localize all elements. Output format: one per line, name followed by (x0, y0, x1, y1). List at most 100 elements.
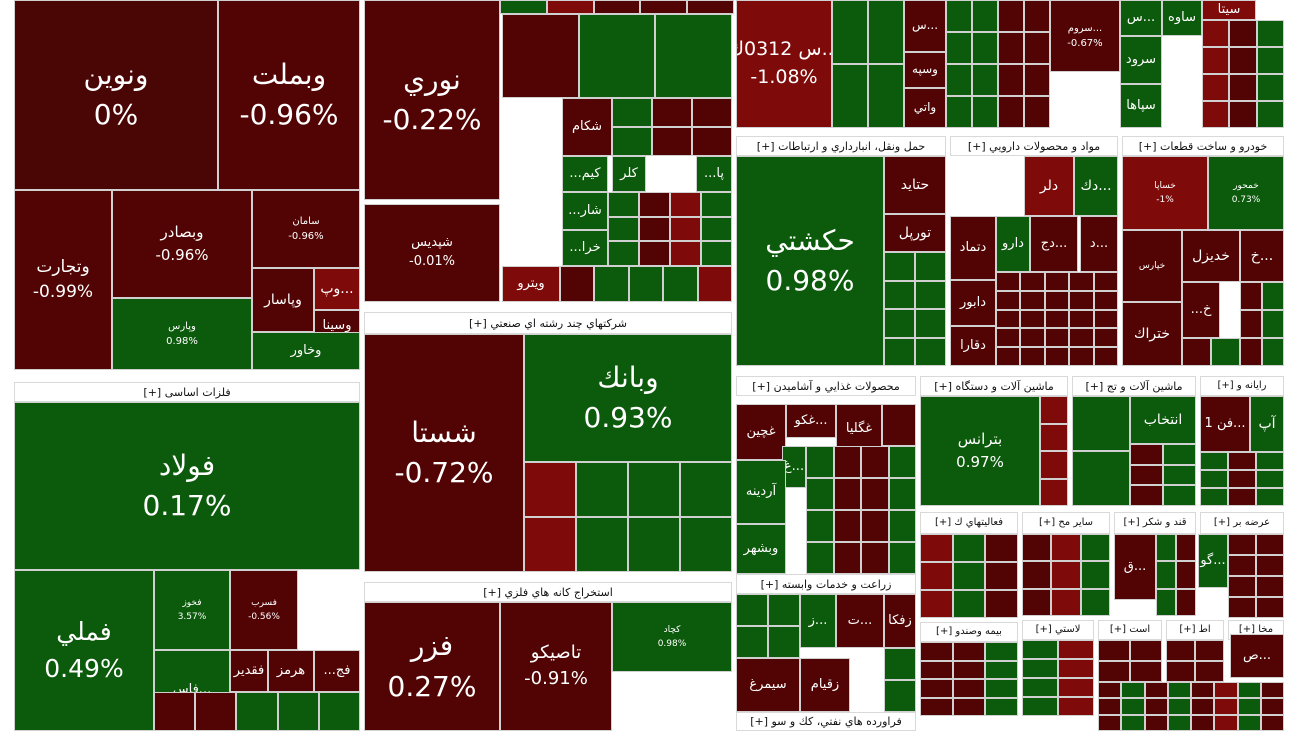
stock-tile-small[interactable] (670, 241, 701, 266)
stock-tile-small[interactable] (1229, 74, 1257, 101)
stock-tile[interactable]: ونوين 0% (14, 0, 218, 190)
stock-tile-small[interactable] (884, 680, 916, 712)
stock-tile-small[interactable] (888, 510, 916, 542)
stock-tile-small[interactable] (1072, 396, 1130, 451)
stock-tile-small[interactable] (1195, 640, 1224, 661)
stock-tile-small[interactable] (1214, 682, 1238, 699)
stock-tile-small[interactable] (920, 534, 953, 562)
stock-tile[interactable]: شار... (562, 192, 608, 230)
stock-tile-small[interactable] (861, 478, 889, 510)
stock-tile-small[interactable] (1024, 64, 1050, 96)
stock-tile-small[interactable] (998, 96, 1024, 128)
stock-tile-small[interactable] (652, 98, 692, 127)
stock-tile-small[interactable] (578, 14, 656, 98)
stock-tile-small[interactable] (277, 692, 319, 731)
stock-tile-small[interactable] (832, 64, 868, 128)
stock-tile[interactable]: شكام (562, 98, 612, 156)
stock-tile-small[interactable] (1098, 698, 1122, 715)
stock-tile[interactable]: ختراك (1122, 302, 1182, 366)
stock-tile-small[interactable] (1093, 347, 1118, 366)
stock-tile-small[interactable] (985, 642, 1018, 661)
sector-header[interactable]: لاستي [+] (1022, 620, 1094, 640)
sector-header[interactable]: بيمه وصندو [+] (920, 622, 1018, 642)
stock-tile-small[interactable] (1214, 714, 1238, 731)
stock-tile-small[interactable] (1051, 561, 1081, 589)
stock-tile-small[interactable] (1237, 698, 1261, 715)
stock-tile-small[interactable] (236, 692, 278, 731)
stock-tile-small[interactable] (1191, 698, 1215, 715)
stock-tile-small[interactable] (1166, 640, 1195, 661)
stock-tile-small[interactable] (1256, 101, 1284, 128)
stock-tile[interactable]: وپارس 0.98% (112, 298, 252, 370)
stock-tile-small[interactable] (985, 534, 1018, 562)
stock-tile-small[interactable] (1024, 0, 1050, 32)
stock-tile-small[interactable] (985, 679, 1018, 698)
stock-tile-small[interactable] (1237, 714, 1261, 731)
stock-tile[interactable]: حتايد (884, 156, 946, 214)
stock-tile-small[interactable] (1256, 488, 1284, 506)
stock-tile[interactable]: فج... (314, 650, 360, 692)
sector-header[interactable]: شرکتهاي چند رشته اي صنعتي [+] (364, 312, 732, 334)
stock-tile-small[interactable] (701, 216, 732, 242)
stock-tile-small[interactable] (1228, 555, 1256, 576)
stock-tile[interactable]: ...فن 1 (1200, 396, 1250, 452)
stock-tile-small[interactable] (996, 290, 1021, 310)
stock-tile-small[interactable] (833, 478, 861, 510)
stock-tile[interactable]: غچين (736, 404, 786, 460)
stock-tile-small[interactable] (612, 98, 652, 127)
stock-tile-small[interactable] (920, 660, 953, 679)
stock-tile[interactable]: آردينه (736, 460, 786, 524)
stock-tile-small[interactable] (1200, 488, 1228, 506)
stock-tile-small[interactable] (1093, 272, 1118, 291)
stock-tile-small[interactable] (861, 542, 889, 574)
stock-tile[interactable]: ...سروم -0.67% (1050, 0, 1120, 72)
stock-tile-small[interactable] (915, 337, 946, 366)
stock-tile-small[interactable] (1058, 678, 1094, 697)
stock-tile-small[interactable] (1166, 661, 1195, 682)
stock-tile-small[interactable] (1069, 328, 1094, 348)
stock-tile[interactable]: ...گو (1198, 534, 1228, 588)
stock-tile[interactable]: سپاها (1120, 84, 1162, 128)
stock-tile-small[interactable] (1211, 338, 1240, 366)
sector-header[interactable]: اط [+] (1166, 620, 1224, 640)
stock-tile[interactable]: ...د (1080, 216, 1118, 272)
stock-tile-small[interactable] (952, 697, 986, 716)
stock-tile-small[interactable] (952, 562, 986, 590)
stock-tile-small[interactable] (972, 96, 998, 128)
sector-header[interactable]: زراعت و خدمات وابسته [+] (736, 574, 916, 594)
sector-header[interactable]: فلزات اساسی [+] (14, 382, 360, 402)
stock-tile[interactable]: وپاسار (252, 268, 314, 332)
stock-tile[interactable]: خديزل (1182, 230, 1240, 282)
stock-tile-small[interactable] (1058, 697, 1094, 716)
stock-tile-small[interactable] (1020, 328, 1045, 348)
stock-tile[interactable]: وسپه (904, 52, 946, 88)
stock-tile-small[interactable] (1020, 290, 1045, 310)
stock-tile-small[interactable] (1228, 534, 1256, 555)
stock-tile-small[interactable] (1240, 282, 1262, 310)
stock-tile-small[interactable] (652, 127, 692, 156)
stock-tile-small[interactable] (1020, 309, 1045, 329)
stock-tile-small[interactable] (946, 0, 972, 32)
stock-tile[interactable]: ويترو (502, 266, 560, 302)
stock-tile-small[interactable] (806, 542, 834, 574)
stock-tile[interactable]: نوري -0.22% (364, 0, 500, 200)
stock-tile[interactable]: كچاد 0.98% (612, 602, 732, 672)
stock-tile[interactable]: ...دك (1074, 156, 1118, 216)
stock-tile-small[interactable] (1044, 347, 1070, 366)
stock-tile-small[interactable] (1163, 444, 1196, 465)
stock-tile-small[interactable] (985, 660, 1018, 679)
stock-tile[interactable]: خ... (1182, 282, 1220, 338)
stock-tile-small[interactable] (1093, 290, 1118, 310)
stock-tile-small[interactable] (1058, 640, 1094, 659)
stock-tile-small[interactable] (998, 32, 1024, 64)
stock-tile-small[interactable] (888, 446, 916, 478)
stock-tile-small[interactable] (946, 64, 972, 96)
stock-tile-small[interactable] (915, 280, 946, 309)
stock-tile-small[interactable] (560, 266, 595, 302)
stock-tile-small[interactable] (1228, 488, 1256, 506)
stock-tile[interactable]: فولاد 0.17% (14, 402, 360, 570)
stock-tile-small[interactable] (1022, 534, 1052, 562)
stock-tile-small[interactable] (1144, 682, 1168, 699)
stock-tile-small[interactable] (701, 192, 732, 217)
stock-tile-small[interactable] (1130, 640, 1162, 661)
